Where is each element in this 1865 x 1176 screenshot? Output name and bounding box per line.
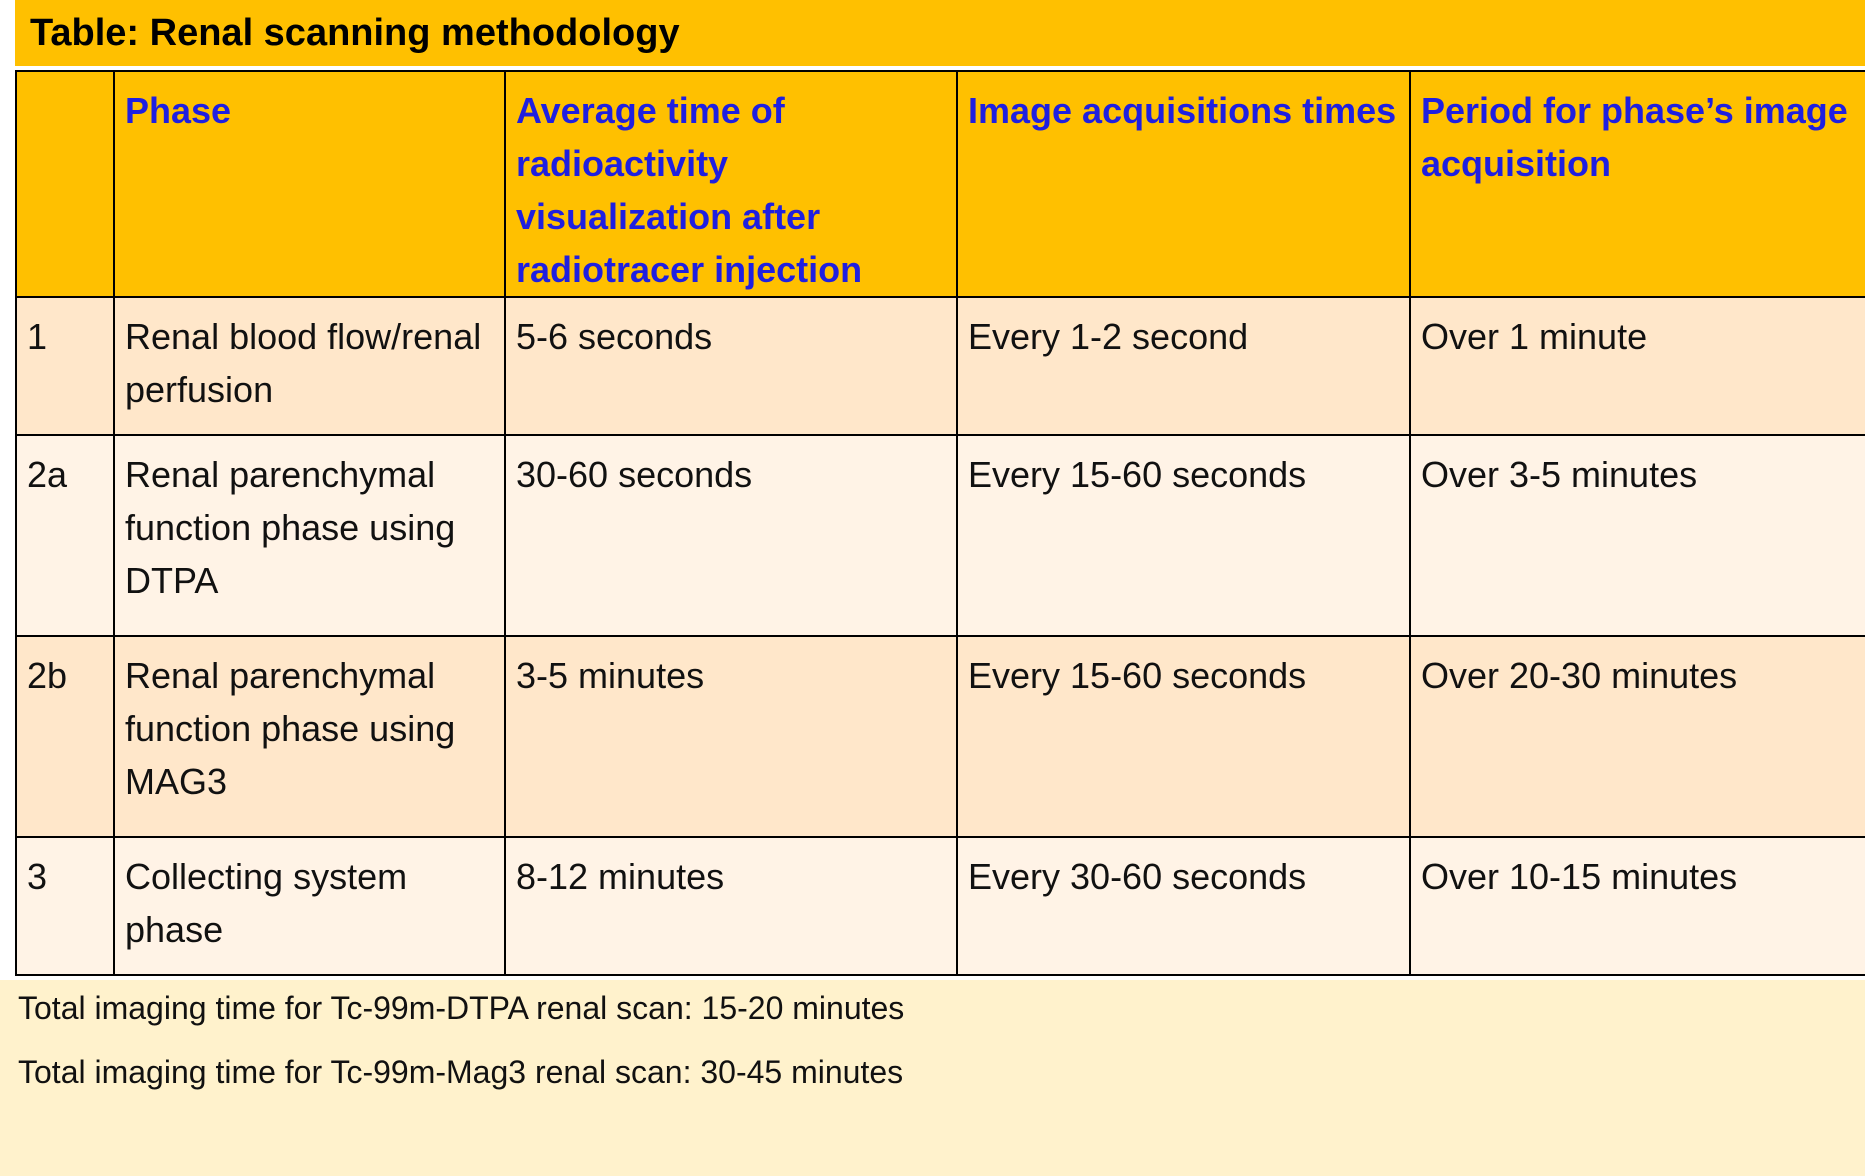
cell-acquisition-period: Over 10-15 minutes bbox=[1409, 836, 1865, 976]
total-time-mag3: Total imaging time for Tc-99m-Mag3 renal… bbox=[18, 1054, 904, 1090]
cell-acquisition-period: Over 1 minute bbox=[1409, 296, 1865, 436]
table-title: Table: Renal scanning methodology bbox=[15, 0, 1865, 66]
cell-index: 3 bbox=[15, 836, 115, 976]
cell-phase: Renal blood flow/renal perfusion bbox=[113, 296, 506, 436]
cell-index: 1 bbox=[15, 296, 115, 436]
table-row: 1 Renal blood flow/renal perfusion 5-6 s… bbox=[15, 296, 1865, 436]
header-phase: Phase bbox=[113, 70, 506, 298]
table-row: 3 Collecting system phase 8-12 minutes E… bbox=[15, 836, 1865, 976]
cell-acquisition-period: Over 3-5 minutes bbox=[1409, 434, 1865, 637]
cell-index: 2b bbox=[15, 635, 115, 838]
cell-average-time: 3-5 minutes bbox=[504, 635, 958, 838]
header-average-time: Average time of radioactivity visualizat… bbox=[504, 70, 958, 298]
cell-phase: Renal parenchymal function phase using M… bbox=[113, 635, 506, 838]
header-acquisition-times: Image acquisitions times bbox=[956, 70, 1411, 298]
cell-acquisition-times: Every 1-2 second bbox=[956, 296, 1411, 436]
header-row: Phase Average time of radioactivity visu… bbox=[15, 70, 1865, 298]
table-row: 2a Renal parenchymal function phase usin… bbox=[15, 434, 1865, 637]
cell-average-time: 5-6 seconds bbox=[504, 296, 958, 436]
cell-index: 2a bbox=[15, 434, 115, 637]
total-time-dtpa: Total imaging time for Tc-99m-DTPA renal… bbox=[18, 990, 905, 1026]
cell-average-time: 30-60 seconds bbox=[504, 434, 958, 637]
cell-acquisition-period: Over 20-30 minutes bbox=[1409, 635, 1865, 838]
renal-methodology-table: Phase Average time of radioactivity visu… bbox=[15, 70, 1865, 976]
table-row: 2b Renal parenchymal function phase usin… bbox=[15, 635, 1865, 838]
cell-average-time: 8-12 minutes bbox=[504, 836, 958, 976]
header-acquisition-period: Period for phase’s image acquisition bbox=[1409, 70, 1865, 298]
cell-phase: Renal parenchymal function phase using D… bbox=[113, 434, 506, 637]
cell-phase: Collecting system phase bbox=[113, 836, 506, 976]
cell-acquisition-times: Every 15-60 seconds bbox=[956, 434, 1411, 637]
cell-acquisition-times: Every 30-60 seconds bbox=[956, 836, 1411, 976]
cell-acquisition-times: Every 15-60 seconds bbox=[956, 635, 1411, 838]
footer-notes: Total imaging time for Tc-99m-DTPA renal… bbox=[0, 980, 1865, 1176]
header-index bbox=[15, 70, 115, 298]
